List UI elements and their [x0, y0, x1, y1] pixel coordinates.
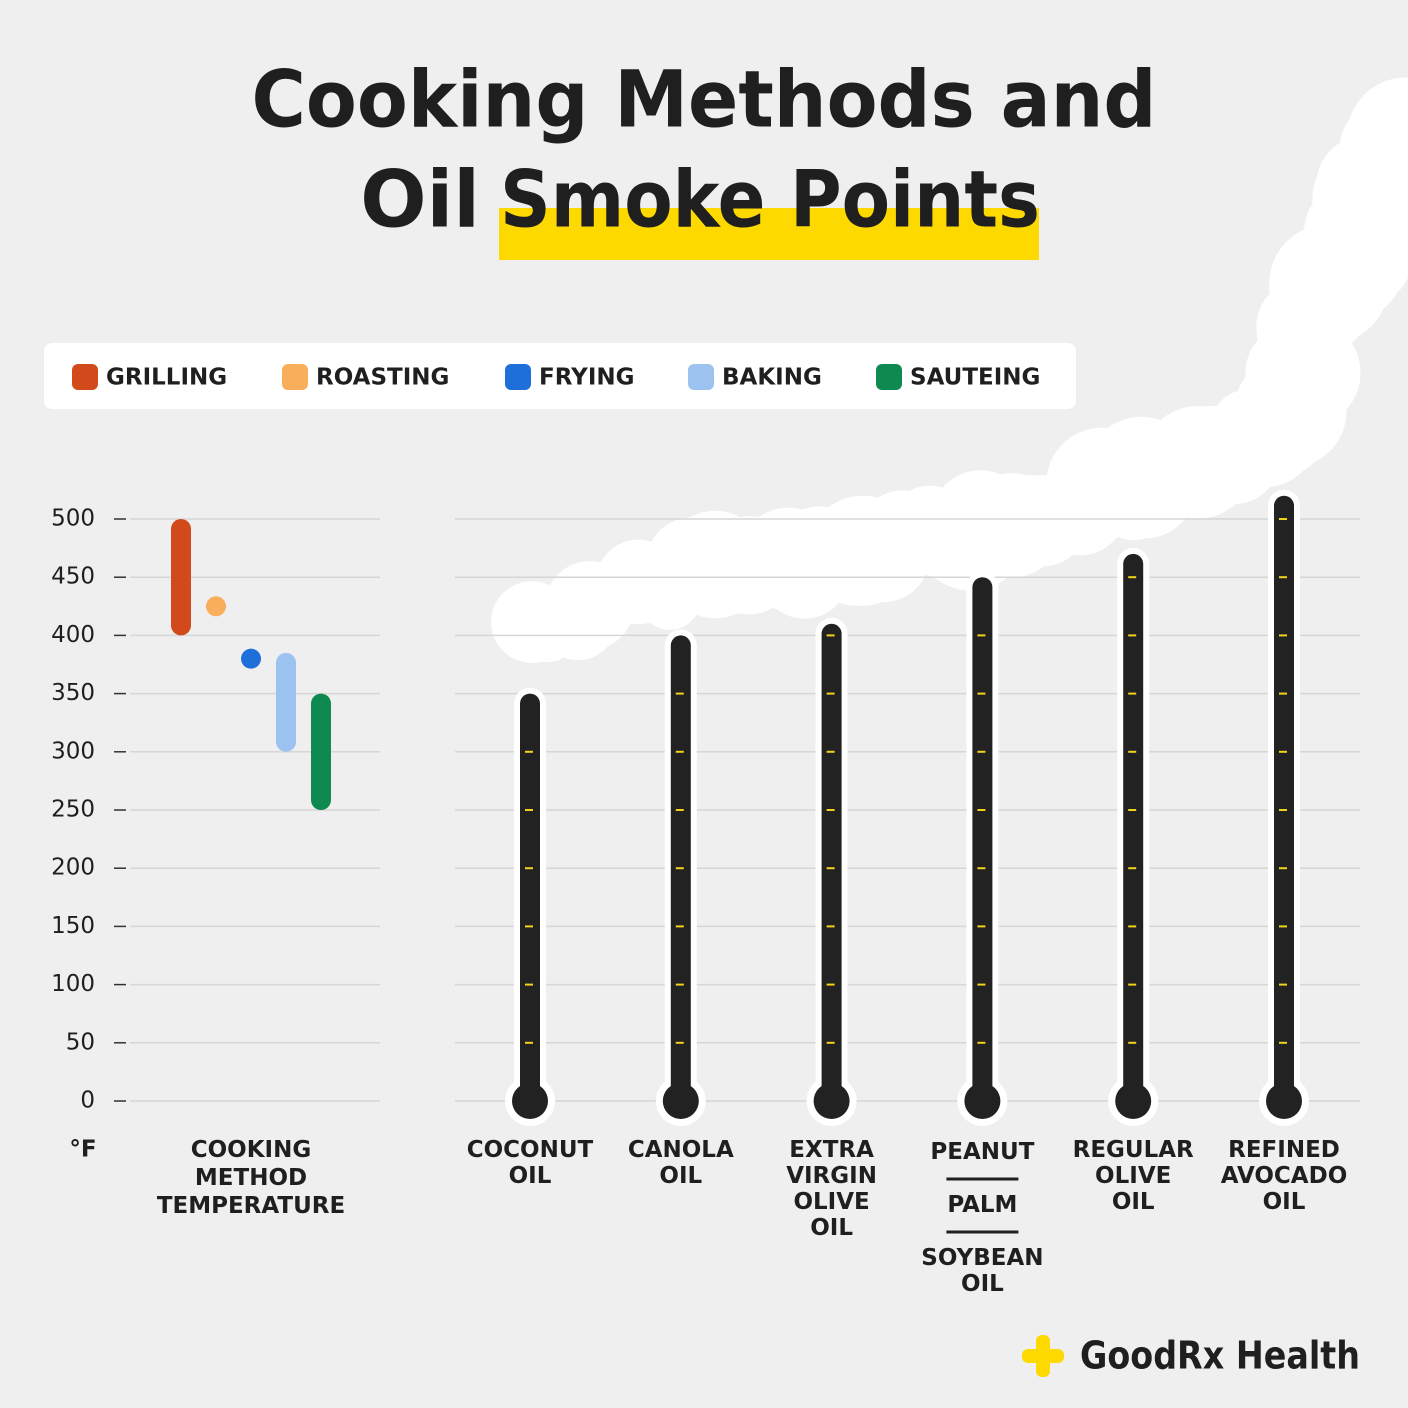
legend-swatch	[282, 364, 308, 390]
point	[206, 596, 226, 617]
y-tick-label: 200	[51, 855, 95, 881]
legend-swatch	[72, 364, 98, 390]
bulb	[813, 1083, 850, 1119]
bulb	[512, 1083, 548, 1119]
legend-label: SAUTEING	[910, 365, 1040, 391]
logo-icon	[1022, 1349, 1064, 1363]
thermometer-bar	[1274, 495, 1294, 1102]
thermometer-bar	[520, 693, 540, 1101]
thermometer-bar	[1123, 553, 1144, 1101]
title-line: Cooking Methods and	[252, 55, 1157, 145]
bulb	[964, 1083, 1001, 1119]
y-tick-label: 300	[51, 738, 95, 764]
bulb	[1266, 1083, 1302, 1119]
x-tick-label: SOYBEAN OIL	[921, 1245, 1043, 1297]
x-tick-label: CANOLA OIL	[628, 1137, 734, 1189]
legend-label: BAKING	[722, 365, 822, 391]
y-unit: °F	[69, 1137, 96, 1163]
legend-swatch	[876, 364, 902, 390]
range-bar	[276, 652, 296, 752]
legend	[44, 343, 1076, 409]
y-tick-label: 400	[51, 622, 95, 648]
plot: COCONUT OIL CANOLA OIL EXTRA VIRGIN OLIVE OIL PE…	[51, 364, 1360, 1297]
y-tick-label: 450	[51, 564, 95, 590]
x-tick-label: REFINED AVOCADO OIL	[1221, 1137, 1348, 1215]
legend-swatch	[505, 364, 531, 390]
legend-label: ROASTING	[316, 365, 449, 391]
smoke-puff	[1347, 77, 1408, 195]
bulb	[662, 1083, 699, 1119]
y-tick-label: 500	[51, 506, 95, 532]
thermometer-bar	[972, 577, 993, 1101]
y-tick-label: 100	[51, 971, 95, 997]
legend-label: FRYING	[539, 365, 635, 391]
y-tick-label: 150	[51, 913, 95, 939]
point	[241, 648, 261, 669]
title-highlight	[499, 208, 1039, 260]
legend-swatch	[688, 364, 714, 390]
range-bar	[171, 519, 191, 636]
thermometer-bar	[821, 623, 842, 1101]
y-tick-label: 250	[51, 797, 95, 823]
title-line: Oil	[360, 155, 480, 245]
x-tick-label: COCONUT OIL	[467, 1137, 594, 1189]
x-tick-label: REGULAR OLIVE OIL	[1073, 1137, 1194, 1215]
legend-label: GRILLING	[106, 365, 227, 391]
smoke	[491, 77, 1408, 663]
bulb	[1115, 1083, 1152, 1119]
x-tick-label: EXTRA VIRGIN OLIVE OIL	[786, 1137, 877, 1241]
brand: GoodRx Health	[1080, 1334, 1360, 1378]
title-highlight-text: Smoke Points	[500, 155, 1040, 245]
y-tick-label: 0	[80, 1088, 95, 1114]
range-bar	[311, 693, 331, 810]
x-tick-label: PEANUT	[930, 1139, 1034, 1165]
logo: GoodRx Health	[1022, 1334, 1360, 1378]
x-axis-label: COOKING METHOD TEMPERATURE	[157, 1137, 345, 1219]
y-tick-label: 50	[66, 1029, 95, 1055]
x-tick-label: PALM	[947, 1192, 1017, 1218]
y-tick-label: 350	[51, 680, 95, 706]
